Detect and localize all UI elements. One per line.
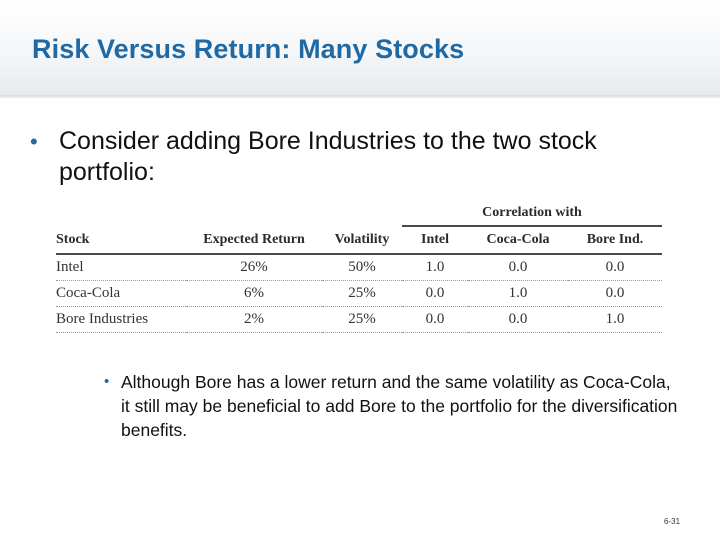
corr-intel-cell: 0.0 bbox=[402, 280, 468, 307]
volatility-cell: 50% bbox=[322, 254, 402, 281]
sub-bullet: • Although Bore has a lower return and t… bbox=[104, 370, 684, 442]
corr-bore-cell: 0.0 bbox=[568, 254, 662, 281]
corr-intel-cell: 1.0 bbox=[402, 254, 468, 281]
slide-number: 6-31 bbox=[664, 517, 681, 526]
table-row: Bore Industries 2% 25% 0.0 0.0 1.0 bbox=[56, 306, 662, 333]
expected-return-cell: 6% bbox=[186, 280, 322, 307]
main-bullet-text: Consider adding Bore Industries to the t… bbox=[59, 127, 597, 186]
sub-bullet-text: Although Bore has a lower return and the… bbox=[121, 372, 678, 440]
col-header-stock: Stock bbox=[56, 226, 186, 255]
stock-name-cell: Coca-Cola bbox=[56, 280, 186, 307]
expected-return-cell: 26% bbox=[186, 254, 322, 281]
table-row: Coca-Cola 6% 25% 0.0 1.0 0.0 bbox=[56, 280, 662, 307]
col-header-volatility: Volatility bbox=[322, 226, 402, 255]
bullet-icon: • bbox=[104, 373, 110, 390]
col-header-expected-return: Expected Return bbox=[186, 226, 322, 255]
corr-coca-cola-cell: 1.0 bbox=[468, 280, 568, 307]
corr-intel-cell: 0.0 bbox=[402, 306, 468, 333]
volatility-cell: 25% bbox=[322, 306, 402, 333]
table-group-spacer bbox=[56, 201, 402, 226]
bullet-icon: • bbox=[30, 129, 38, 154]
corr-coca-cola-cell: 0.0 bbox=[468, 306, 568, 333]
col-header-intel: Intel bbox=[402, 226, 468, 255]
corr-bore-cell: 0.0 bbox=[568, 280, 662, 307]
slide-title: Risk Versus Return: Many Stocks bbox=[32, 34, 465, 64]
stock-table: Correlation with Stock Expected Return V… bbox=[56, 201, 662, 333]
table-row: Intel 26% 50% 1.0 0.0 0.0 bbox=[56, 254, 662, 281]
table-header-row: Stock Expected Return Volatility Intel C… bbox=[56, 226, 662, 255]
correlation-group-header: Correlation with bbox=[402, 201, 662, 227]
volatility-cell: 25% bbox=[322, 280, 402, 307]
stock-name-cell: Intel bbox=[56, 254, 186, 281]
col-header-coca-cola: Coca-Cola bbox=[468, 226, 568, 255]
title-bar bbox=[0, 0, 720, 98]
expected-return-cell: 2% bbox=[186, 306, 322, 333]
table-group-header-row: Correlation with bbox=[56, 201, 662, 227]
main-bullet: • Consider adding Bore Industries to the… bbox=[30, 126, 680, 188]
stock-name-cell: Bore Industries bbox=[56, 306, 186, 333]
col-header-bore-ind: Bore Ind. bbox=[568, 226, 662, 255]
corr-coca-cola-cell: 0.0 bbox=[468, 254, 568, 281]
corr-bore-cell: 1.0 bbox=[568, 306, 662, 333]
